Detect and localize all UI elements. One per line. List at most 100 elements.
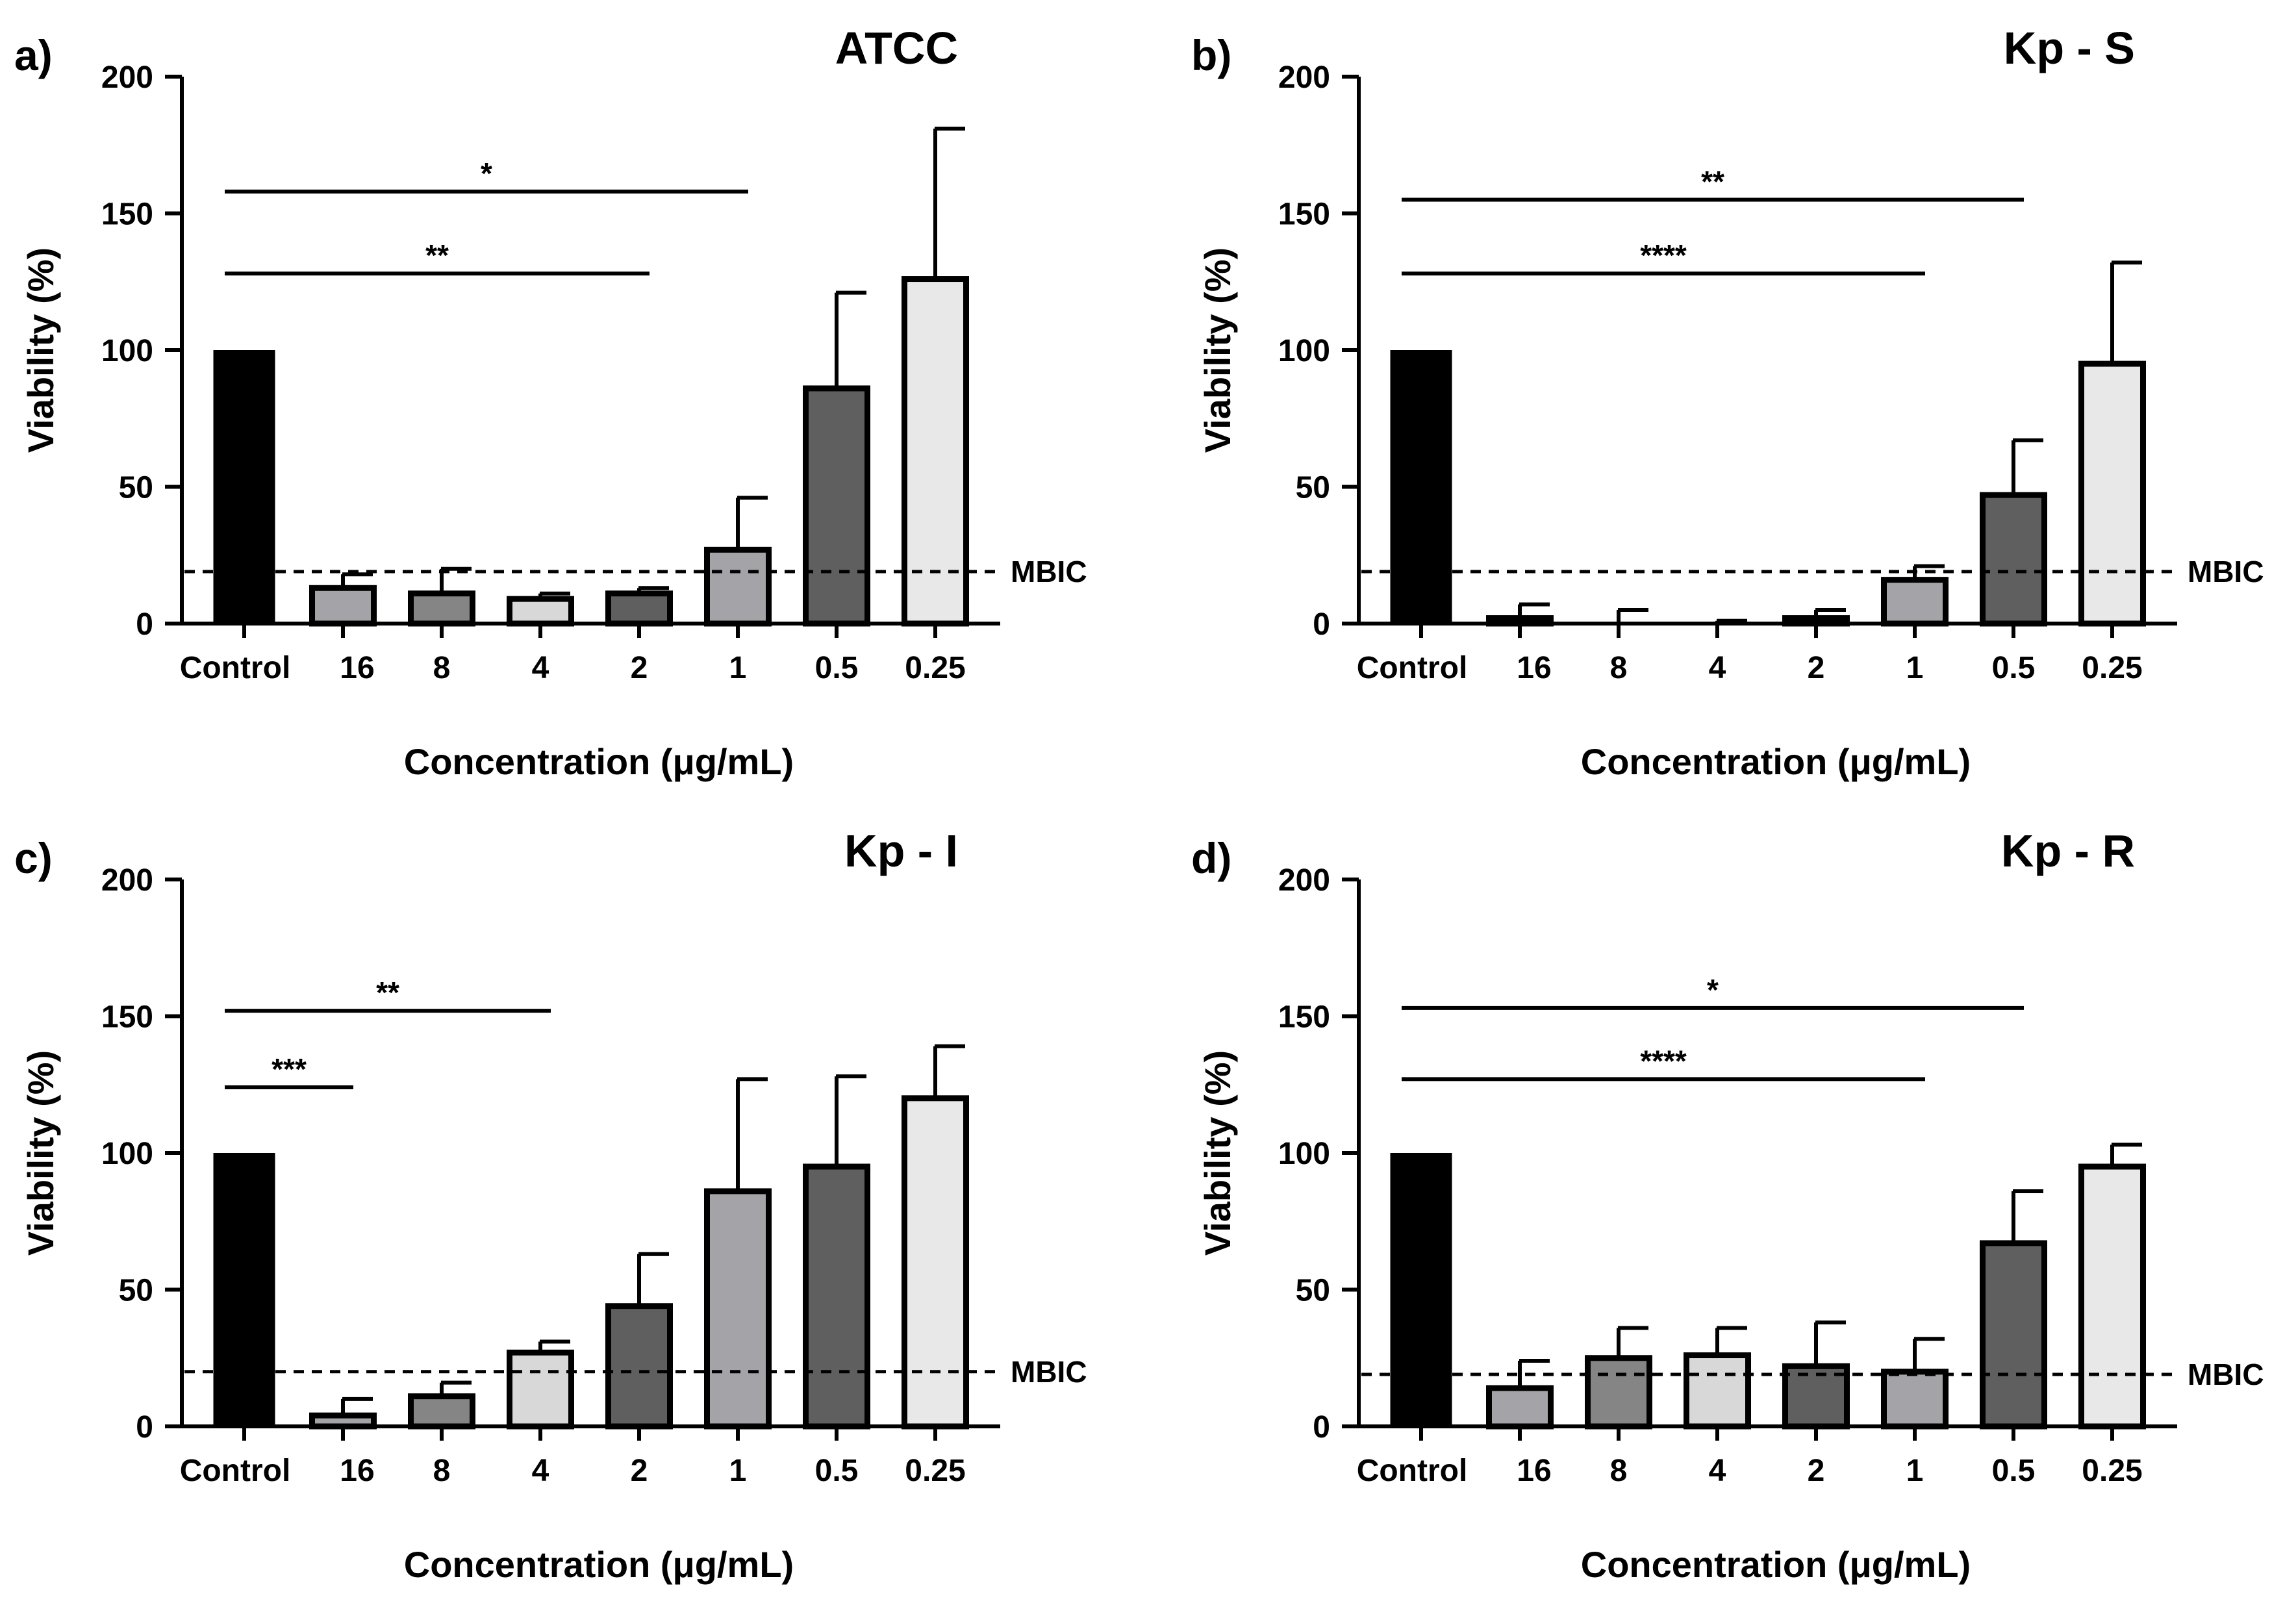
x-tick-label: 16 [1517, 1454, 1551, 1488]
bar-4 [507, 596, 574, 627]
bar-16 [309, 585, 377, 627]
y-tick-label: 50 [1296, 1274, 1330, 1308]
mbic-label: MBIC [1011, 1355, 1087, 1389]
bar-8 [408, 1393, 475, 1430]
bar-16 [309, 1412, 377, 1430]
x-axis-title: Concentration (μg/mL) [404, 1544, 794, 1585]
x-tick-label: 4 [1709, 651, 1726, 685]
x-tick-label: 4 [1709, 1454, 1726, 1488]
x-tick-label: 4 [532, 651, 549, 685]
bar-1 [704, 546, 772, 627]
x-axis-title: Concentration (μg/mL) [404, 741, 794, 782]
y-tick-label: 150 [101, 1000, 153, 1035]
y-tick-label: 50 [119, 1274, 153, 1308]
y-axis-title: Viability (%) [1197, 1050, 1238, 1256]
bar-1 [1881, 577, 1949, 627]
chart-panel-a: a) ATCC 0 50 100 150 200 Viability (%) Concentra… [14, 23, 1087, 782]
bar-1 [704, 1188, 772, 1430]
bar-0_5 [1980, 492, 2047, 627]
panel-label: a) [14, 31, 53, 79]
mbic-label: MBIC [1011, 555, 1087, 588]
y-tick-label: 200 [1278, 60, 1330, 95]
panel-label: b) [1191, 31, 1231, 79]
bar-4 [1684, 1352, 1751, 1430]
x-tick-label: 0.25 [905, 651, 965, 685]
x-tick-label: 2 [631, 651, 648, 685]
x-tick-label: 0.5 [1992, 1454, 2036, 1488]
bar-Control [1390, 350, 1452, 624]
panel-label: c) [14, 834, 53, 882]
x-axis-title: Concentration (μg/mL) [1581, 1544, 1971, 1585]
x-tick-label: 16 [340, 651, 374, 685]
bar-8 [408, 590, 475, 627]
x-tick-label: Control [1357, 651, 1468, 685]
bar-0_25 [2078, 1163, 2146, 1430]
y-axis-title: Viability (%) [1197, 247, 1238, 453]
x-tick-label: 8 [433, 651, 451, 685]
panel-title: Kp - R [2001, 826, 2135, 876]
y-tick-label: 150 [101, 197, 153, 232]
x-tick-label: 16 [1517, 651, 1551, 685]
bar-Control [1390, 1153, 1452, 1426]
bar-2 [1782, 615, 1850, 627]
y-tick-label: 150 [1278, 197, 1330, 232]
x-tick-label: 0.25 [2082, 651, 2142, 685]
y-tick-label: 50 [119, 471, 153, 505]
x-tick-label: 0.5 [815, 651, 859, 685]
bar-1 [1881, 1369, 1949, 1430]
bar-Control [213, 350, 275, 624]
y-tick-label: 100 [1278, 1137, 1330, 1171]
x-tick-label: 4 [532, 1454, 549, 1488]
significance-label: * [1707, 973, 1719, 1007]
bar-2 [605, 1303, 673, 1430]
significance-label: * [481, 157, 492, 190]
bar-Control [213, 1153, 275, 1426]
bar-8 [1585, 1355, 1652, 1430]
significance-label: **** [1640, 1044, 1687, 1078]
bar-0_5 [1980, 1240, 2047, 1430]
x-tick-label: 2 [1808, 1454, 1825, 1488]
y-tick-label: 150 [1278, 1000, 1330, 1035]
x-tick-label: Control [180, 1454, 291, 1488]
mbic-label: MBIC [2188, 555, 2264, 588]
x-tick-label: 8 [1610, 1454, 1628, 1488]
panel-title: ATCC [835, 23, 958, 73]
y-tick-label: 200 [101, 863, 153, 898]
x-tick-label: 0.5 [815, 1454, 859, 1488]
panel-title: Kp - I [844, 826, 958, 876]
y-tick-label: 50 [1296, 471, 1330, 505]
y-axis-title: Viability (%) [20, 247, 61, 453]
x-tick-label: 8 [433, 1454, 451, 1488]
y-tick-label: 0 [1313, 1410, 1330, 1445]
y-tick-label: 100 [1278, 334, 1330, 368]
x-tick-label: 0.5 [1992, 651, 2036, 685]
x-tick-label: 1 [1906, 651, 1924, 685]
bar-16 [1486, 615, 1554, 627]
x-tick-label: Control [1357, 1454, 1468, 1488]
x-tick-label: 8 [1610, 651, 1628, 685]
bar-4 [507, 1349, 574, 1430]
x-tick-label: 1 [729, 651, 747, 685]
bar-0_5 [803, 385, 870, 627]
x-tick-label: 16 [340, 1454, 374, 1488]
chart-panel-b: b) Kp - S 0 50 100 150 200 Viability (%) Concent… [1191, 23, 2264, 782]
panel-label: d) [1191, 834, 1231, 882]
y-tick-label: 0 [136, 607, 153, 642]
panel-title: Kp - S [2004, 23, 2135, 73]
y-tick-label: 200 [1278, 863, 1330, 898]
significance-label: ** [425, 238, 449, 272]
significance-label: ** [1701, 164, 1724, 198]
bar-0_25 [2078, 360, 2146, 627]
x-tick-label: 0.25 [2082, 1454, 2142, 1488]
bar-16 [1486, 1385, 1554, 1430]
x-tick-label: 0.25 [905, 1454, 965, 1488]
x-tick-label: 1 [1906, 1454, 1924, 1488]
significance-label: ** [376, 976, 399, 1009]
significance-label: **** [1640, 238, 1687, 272]
x-tick-label: Control [180, 651, 291, 685]
y-tick-label: 100 [101, 334, 153, 368]
bar-2 [605, 590, 673, 627]
x-tick-label: 2 [631, 1454, 648, 1488]
significance-label: *** [271, 1052, 307, 1086]
